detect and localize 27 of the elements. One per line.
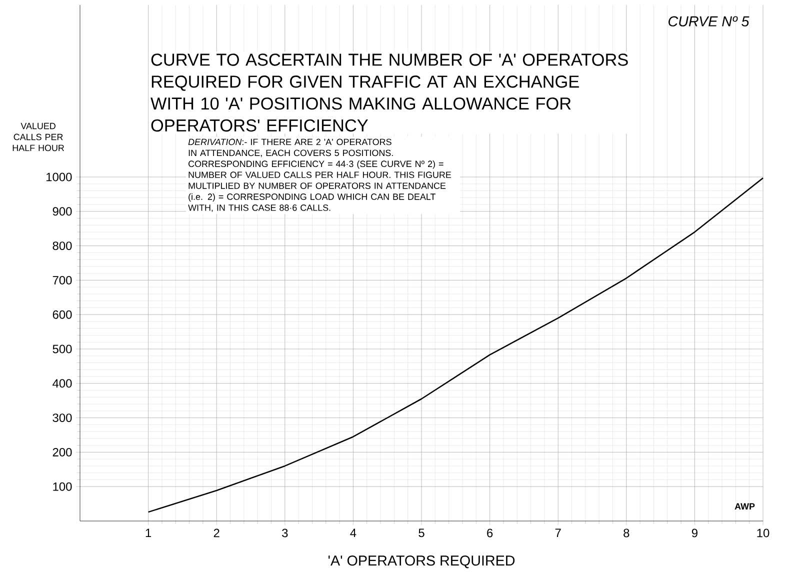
x-tick-label: 9	[692, 528, 698, 538]
y-tick-label: 300	[52, 414, 72, 422]
x-tick-label: 7	[555, 528, 561, 537]
x-axis-title: 'A' OPERATORS REQUIRED	[328, 555, 515, 568]
y-tick-label: 200	[52, 448, 72, 456]
text: CURVE TO ASCERTAIN THE NUMBER OF 'A' OPERATORS REQUIRED FOR GIVEN TRAFFIC AT AN EXCHANGE WITH 10 'A' POSITIONS MAKING ALLOWANCE FOR OPERATORS' EFFICIENCY	[150, 54, 628, 132]
y-tick-label: 400	[52, 379, 72, 388]
y-tick-label: 900	[52, 207, 72, 216]
annotation: AWP	[734, 503, 755, 510]
y-axis-title: VALUED CALLS PER HALF HOUR	[12, 122, 64, 152]
annotation: DERIVATION:- IF THERE ARE 2 'A' OPERATORS IN ATTENDANCE, EACH COVERS 5 POSITIONS. CORRESPONDING EFFICIENCY = 44·3 (SEE CURVE Nº 2) = NUMBER OF VALUED CALLS PER HALF HOUR. THIS FIGURE MULTIPLIED BY NUMBER OF OPERATORS IN ATTENDANCE (i.e. 2) = CORRESPONDING LOAD WHICH CAN BE DEALT WITH, IN THIS CASE 88·6 CALLS.	[188, 138, 452, 212]
line-series	[148, 177, 764, 513]
y-tick-label: 1000	[46, 172, 72, 182]
x-tick-label: 6	[487, 528, 493, 538]
x-tick-label: 4	[350, 528, 356, 537]
y-tick-label: 800	[52, 242, 72, 250]
x-tick-label: 1	[146, 528, 152, 537]
y-tick-label: 600	[52, 310, 72, 319]
x-tick-label: 10	[757, 528, 770, 538]
x-tick-label: 2	[214, 528, 220, 538]
y-tick-label: 700	[52, 276, 72, 284]
text: CURVE Nº 5	[668, 16, 750, 26]
x-tick-label: 3	[282, 528, 288, 538]
x-tick-label: 5	[418, 528, 424, 538]
x-tick-label: 8	[624, 528, 630, 538]
y-tick-label: 500	[52, 344, 72, 354]
y-tick-label: 100	[53, 482, 72, 491]
